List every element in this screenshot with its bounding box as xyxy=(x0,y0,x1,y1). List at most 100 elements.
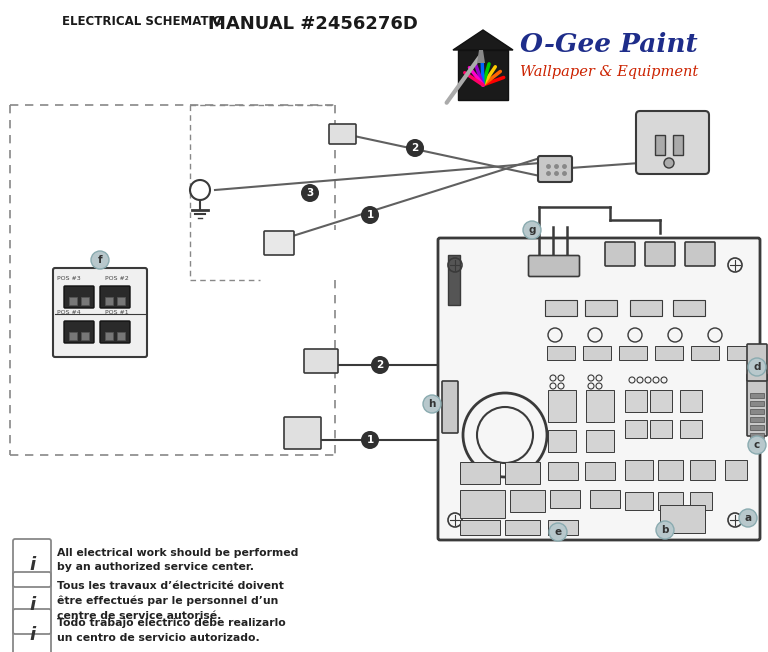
FancyBboxPatch shape xyxy=(605,242,635,266)
FancyBboxPatch shape xyxy=(100,286,130,308)
Bar xyxy=(583,346,611,360)
Bar xyxy=(460,462,500,484)
Circle shape xyxy=(748,436,766,454)
FancyBboxPatch shape xyxy=(304,349,338,373)
Text: f: f xyxy=(98,255,102,265)
Text: All electrical work should be performed
by an authorized service center.: All electrical work should be performed … xyxy=(57,548,299,572)
Text: 1: 1 xyxy=(366,210,373,220)
Circle shape xyxy=(361,206,379,224)
Text: g: g xyxy=(528,225,536,235)
Bar xyxy=(625,390,647,412)
Polygon shape xyxy=(458,50,508,100)
Bar xyxy=(105,297,113,305)
Text: b: b xyxy=(661,525,669,535)
Text: 1: 1 xyxy=(366,435,373,445)
Circle shape xyxy=(523,221,541,239)
Text: Wallpaper & Equipment: Wallpaper & Equipment xyxy=(520,65,698,79)
Bar xyxy=(750,433,764,438)
Bar xyxy=(750,425,764,430)
FancyBboxPatch shape xyxy=(64,321,94,343)
Text: POS #2: POS #2 xyxy=(105,276,129,281)
FancyBboxPatch shape xyxy=(538,156,572,182)
FancyBboxPatch shape xyxy=(747,374,767,436)
Text: 3: 3 xyxy=(306,188,313,198)
Bar xyxy=(545,300,577,316)
Bar xyxy=(673,300,705,316)
Bar xyxy=(655,346,683,360)
Text: Todo trabajo eléctrico debe realizarlo
un centro de servicio autorizado.: Todo trabajo eléctrico debe realizarlo u… xyxy=(57,618,286,643)
Text: h: h xyxy=(429,399,435,409)
Circle shape xyxy=(406,139,424,157)
Bar xyxy=(630,300,662,316)
Text: MANUAL #2456276D: MANUAL #2456276D xyxy=(208,15,418,33)
Circle shape xyxy=(549,523,567,541)
Bar xyxy=(680,420,702,438)
Bar xyxy=(658,460,683,480)
Circle shape xyxy=(301,184,319,202)
Bar xyxy=(750,393,764,398)
Bar xyxy=(117,332,125,340)
Bar xyxy=(548,430,576,452)
FancyBboxPatch shape xyxy=(442,381,458,433)
Circle shape xyxy=(656,521,674,539)
Bar xyxy=(690,460,715,480)
Circle shape xyxy=(748,358,766,376)
Bar xyxy=(586,430,614,452)
Text: ELECTRICAL SCHEMATIC: ELECTRICAL SCHEMATIC xyxy=(62,15,222,28)
Text: i: i xyxy=(29,626,35,644)
FancyBboxPatch shape xyxy=(264,231,294,255)
Bar xyxy=(460,520,500,535)
Text: 2: 2 xyxy=(412,143,419,153)
Text: i: i xyxy=(29,596,35,614)
Bar xyxy=(69,297,77,305)
FancyBboxPatch shape xyxy=(645,242,675,266)
FancyBboxPatch shape xyxy=(747,344,767,381)
Bar xyxy=(448,255,460,305)
FancyBboxPatch shape xyxy=(528,256,580,276)
Polygon shape xyxy=(453,30,513,50)
FancyBboxPatch shape xyxy=(284,417,321,449)
Bar xyxy=(750,409,764,414)
Text: d: d xyxy=(753,362,761,372)
FancyBboxPatch shape xyxy=(329,124,356,144)
Bar xyxy=(619,346,647,360)
Bar xyxy=(586,390,614,422)
Bar xyxy=(673,135,683,155)
FancyBboxPatch shape xyxy=(438,238,760,540)
Bar xyxy=(750,401,764,406)
Text: a: a xyxy=(744,513,752,523)
Text: 2: 2 xyxy=(376,360,384,370)
Bar xyxy=(625,420,647,438)
FancyBboxPatch shape xyxy=(685,242,715,266)
Text: i: i xyxy=(29,556,35,574)
Polygon shape xyxy=(477,50,485,63)
Bar xyxy=(727,346,755,360)
Text: POS #4: POS #4 xyxy=(57,310,81,315)
Bar xyxy=(691,346,719,360)
Bar xyxy=(650,420,672,438)
Bar xyxy=(547,346,575,360)
Bar xyxy=(548,520,578,535)
Bar xyxy=(655,135,665,155)
Bar xyxy=(690,492,712,510)
Bar xyxy=(585,300,617,316)
Bar xyxy=(625,460,653,480)
Bar xyxy=(585,462,615,480)
Bar xyxy=(69,332,77,340)
Bar xyxy=(548,462,578,480)
Text: Tous les travaux d’électricité doivent
être effectués par le personnel d’un
cent: Tous les travaux d’électricité doivent ê… xyxy=(57,581,284,621)
Text: O-Gee Paint: O-Gee Paint xyxy=(520,33,697,57)
FancyBboxPatch shape xyxy=(64,286,94,308)
Bar xyxy=(460,490,505,518)
Bar xyxy=(505,520,540,535)
Circle shape xyxy=(423,395,441,413)
Bar xyxy=(81,297,89,305)
Bar xyxy=(725,460,747,480)
Bar xyxy=(117,297,125,305)
Bar xyxy=(81,332,89,340)
Bar xyxy=(680,390,702,412)
Circle shape xyxy=(664,158,674,168)
Circle shape xyxy=(91,251,109,269)
Text: e: e xyxy=(554,527,561,537)
Circle shape xyxy=(739,509,757,527)
